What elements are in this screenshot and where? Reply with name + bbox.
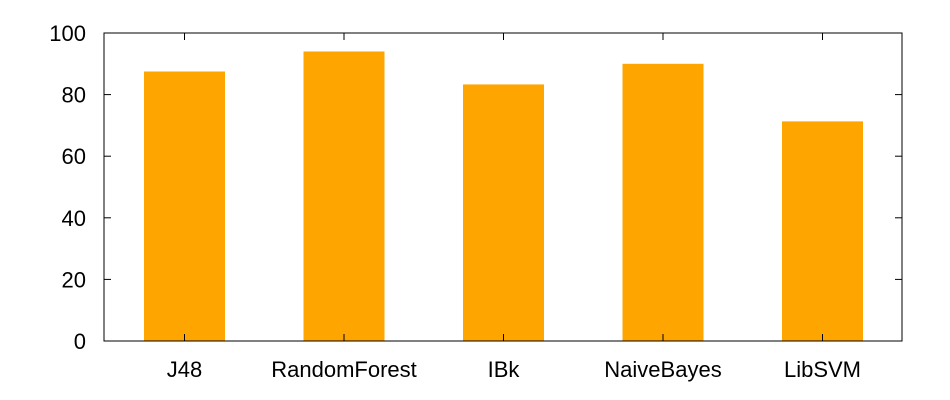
bar-j48: [144, 71, 225, 341]
x-ticks-group: J48 RandomForest IBk NaiveBayes LibSVM: [167, 33, 861, 382]
y-tick-label: 100: [49, 21, 86, 46]
y-ticks-group: 0 20 40 60 80 100: [49, 21, 902, 354]
y-tick-label: 60: [62, 144, 86, 169]
bars-group: [144, 51, 863, 342]
y-tick-label: 40: [62, 206, 86, 231]
x-tick-label: RandomForest: [271, 357, 417, 382]
y-tick-label: 0: [74, 329, 86, 354]
bar-libsvm: [782, 121, 863, 342]
x-tick-label: J48: [167, 357, 202, 382]
bar-randomforest: [303, 51, 385, 341]
x-tick-label: LibSVM: [784, 357, 861, 382]
bar-naivebayes: [622, 63, 704, 342]
x-tick-label: NaiveBayes: [604, 357, 721, 382]
x-tick-label: IBk: [488, 357, 521, 382]
y-tick-label: 80: [62, 83, 86, 108]
bar-ibk: [463, 84, 544, 341]
y-tick-label: 20: [62, 267, 86, 292]
